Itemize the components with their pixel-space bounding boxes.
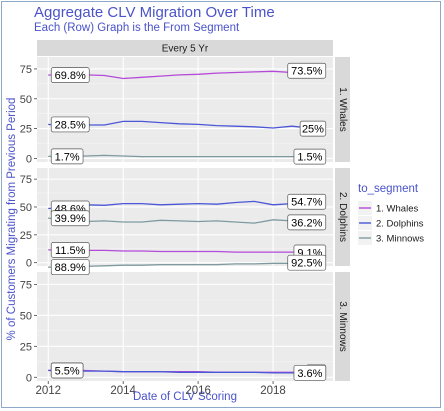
y-tick-label: 75: [20, 174, 32, 186]
facet-strip-right-label: 1. Whales: [337, 87, 348, 131]
data-label-box: [50, 67, 90, 83]
data-label-box: [287, 193, 327, 210]
data-label-box: [287, 254, 327, 271]
series-line: [48, 249, 322, 254]
series-line: [48, 200, 322, 210]
facet-strip-right: [335, 168, 350, 266]
facet-strip-top: [37, 40, 333, 56]
data-label-box: [293, 364, 327, 381]
chart-title: Aggregate CLV Migration Over Time: [34, 4, 275, 21]
y-tick-label: 50: [20, 202, 32, 214]
series-line: [48, 217, 322, 224]
x-tick-label: 2014: [110, 385, 136, 397]
data-label-box: [50, 116, 90, 133]
x-axis-title: Date of CLV Scoring: [133, 391, 237, 403]
y-tick-label: 50: [20, 94, 32, 106]
data-label: 88.9%: [55, 262, 86, 274]
y-tick-label: 0: [26, 258, 32, 270]
y-tick-label: 25: [20, 230, 32, 242]
legend-label: 2. Dolphins: [376, 219, 424, 230]
facet-strip-right: [335, 272, 350, 381]
y-tick-label: 75: [20, 64, 32, 76]
data-label-box: [50, 242, 90, 258]
series-line: [48, 369, 322, 374]
legend-title: to_segment: [358, 183, 419, 195]
series-line: [48, 154, 322, 158]
y-tick-label: 75: [20, 279, 32, 291]
x-tick-label: 2012: [35, 385, 61, 397]
data-label: 5.5%: [55, 365, 80, 377]
data-label-box: [287, 62, 327, 79]
data-label-box: [293, 148, 327, 165]
y-tick-label: 0: [26, 153, 32, 165]
data-label: 1.5%: [297, 152, 322, 164]
data-label-box: [50, 259, 90, 276]
y-tick-label: 0: [26, 372, 32, 384]
series-line: [48, 120, 322, 130]
data-label: 54.7%: [291, 197, 322, 209]
data-label: 36.2%: [291, 217, 322, 229]
data-label-box: [50, 362, 84, 379]
data-label: 92.5%: [291, 258, 322, 270]
legend-label: 3. Minnows: [376, 234, 424, 245]
data-label: 73.5%: [291, 66, 322, 78]
y-axis-title: % of Customers Migrating from Previous P…: [6, 98, 18, 341]
facet-strip-right-label: 2. Dolphins: [337, 192, 348, 242]
y-tick-label: 50: [20, 310, 32, 322]
series-line: [48, 262, 322, 268]
x-tick-label: 2018: [260, 385, 286, 397]
y-tick-label: 25: [20, 124, 32, 136]
chart-subtitle: Each (Row) Graph is the From Segment: [34, 22, 240, 34]
y-tick-label: 25: [20, 341, 32, 353]
panel-background: [37, 272, 333, 381]
x-tick-label: 2016: [185, 385, 211, 397]
data-label: 39.9%: [55, 213, 86, 225]
data-label-box: [299, 120, 327, 137]
data-label: 11.5%: [55, 245, 86, 257]
legend-label: 1. Whales: [376, 204, 418, 215]
data-label: 28.5%: [55, 119, 86, 131]
data-label-box: [50, 210, 90, 227]
facet-strip-right: [335, 57, 350, 162]
data-label: 1.7%: [55, 151, 80, 163]
data-label: 25%: [302, 124, 324, 136]
data-label: 69.8%: [55, 70, 86, 82]
facet-strip-top-label: Every 5 Yr: [162, 44, 209, 55]
facet-strip-right-label: 3. Minnows: [337, 301, 348, 352]
data-label: 3.6%: [297, 368, 322, 380]
data-label-box: [50, 148, 84, 165]
series-line: [48, 70, 322, 80]
data-label-box: [287, 214, 327, 231]
